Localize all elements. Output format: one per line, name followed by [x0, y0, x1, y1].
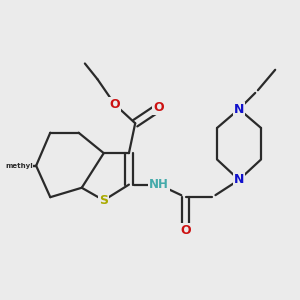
Text: N: N	[234, 103, 244, 116]
Text: methyl: methyl	[5, 163, 33, 169]
Text: O: O	[110, 98, 120, 111]
Text: N: N	[234, 173, 244, 186]
Text: O: O	[154, 101, 164, 114]
Text: NH: NH	[149, 178, 169, 191]
Text: S: S	[99, 194, 108, 207]
Text: O: O	[180, 224, 191, 237]
